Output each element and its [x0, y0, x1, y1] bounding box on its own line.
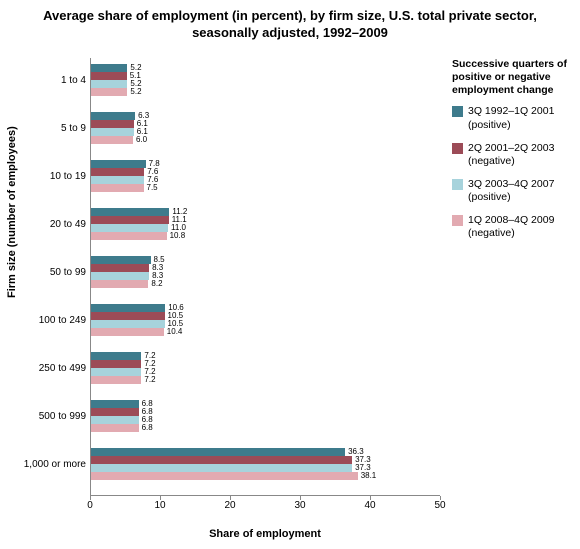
- category-label: 10 to 19: [6, 171, 86, 182]
- bar-value-label: 38.1: [361, 472, 377, 480]
- plot-area: 5.25.15.25.26.36.16.16.07.87.67.67.511.2…: [90, 58, 440, 496]
- x-tick-label: 20: [224, 500, 235, 511]
- x-axis-label: Share of employment: [90, 528, 440, 540]
- legend-label: 1Q 2008–4Q 2009 (negative): [468, 214, 574, 240]
- bar: [91, 352, 141, 360]
- bar: [91, 424, 139, 432]
- bar-value-label: 8.2: [151, 280, 162, 288]
- bar: [91, 120, 134, 128]
- bar-value-label: 6.0: [136, 136, 147, 144]
- legend-swatch: [452, 106, 463, 117]
- bar: [91, 184, 144, 192]
- legend-title: Successive quarters of positive or negat…: [452, 58, 574, 97]
- category-label: 100 to 249: [6, 315, 86, 326]
- bar: [91, 416, 139, 424]
- bar: [91, 136, 133, 144]
- x-tick-label: 40: [364, 500, 375, 511]
- category-label: 50 to 99: [6, 267, 86, 278]
- x-tick-label: 50: [434, 500, 445, 511]
- bar: [91, 400, 139, 408]
- bar: [91, 472, 358, 480]
- bar: [91, 456, 352, 464]
- bar-value-label: 6.8: [142, 424, 153, 432]
- category-label: 250 to 499: [6, 363, 86, 374]
- bar: [91, 208, 169, 216]
- bar: [91, 224, 168, 232]
- x-tick-label: 30: [294, 500, 305, 511]
- bar: [91, 272, 149, 280]
- bar: [91, 280, 148, 288]
- legend-label: 3Q 2003–4Q 2007 (positive): [468, 178, 574, 204]
- bar: [91, 112, 135, 120]
- bar-value-label: 10.4: [167, 328, 183, 336]
- bar: [91, 312, 165, 320]
- category-label: 1,000 or more: [6, 459, 86, 470]
- legend-item: 3Q 2003–4Q 2007 (positive): [452, 178, 574, 204]
- legend-swatch: [452, 215, 463, 226]
- bar: [91, 232, 167, 240]
- category-label: 5 to 9: [6, 123, 86, 134]
- legend-swatch: [452, 179, 463, 190]
- category-label: 1 to 4: [6, 75, 86, 86]
- legend-item: 2Q 2001–2Q 2003 (negative): [452, 142, 574, 168]
- bar: [91, 88, 127, 96]
- bar: [91, 304, 165, 312]
- legend-label: 2Q 2001–2Q 2003 (negative): [468, 142, 574, 168]
- bar: [91, 408, 139, 416]
- legend-item: 1Q 2008–4Q 2009 (negative): [452, 214, 574, 240]
- bar: [91, 72, 127, 80]
- bar: [91, 320, 165, 328]
- bar: [91, 80, 127, 88]
- bar: [91, 360, 141, 368]
- legend: Successive quarters of positive or negat…: [452, 58, 574, 250]
- bar: [91, 368, 141, 376]
- legend-swatch: [452, 143, 463, 154]
- bar-value-label: 7.5: [147, 184, 158, 192]
- x-tick-label: 10: [154, 500, 165, 511]
- bar-value-label: 7.2: [144, 376, 155, 384]
- legend-label: 3Q 1992–1Q 2001 (positive): [468, 105, 574, 131]
- legend-item: 3Q 1992–1Q 2001 (positive): [452, 105, 574, 131]
- bar-value-label: 10.8: [170, 232, 186, 240]
- bar: [91, 128, 134, 136]
- bar: [91, 64, 127, 72]
- bar: [91, 256, 151, 264]
- bar-value-label: 5.2: [130, 88, 141, 96]
- bar: [91, 448, 345, 456]
- bar: [91, 176, 144, 184]
- bar: [91, 216, 169, 224]
- bar: [91, 160, 146, 168]
- bar: [91, 264, 149, 272]
- bar: [91, 376, 141, 384]
- bar: [91, 328, 164, 336]
- bar: [91, 168, 144, 176]
- category-label: 500 to 999: [6, 411, 86, 422]
- chart-title: Average share of employment (in percent)…: [0, 0, 580, 46]
- x-tick-label: 0: [87, 500, 93, 511]
- category-label: 20 to 49: [6, 219, 86, 230]
- bar: [91, 464, 352, 472]
